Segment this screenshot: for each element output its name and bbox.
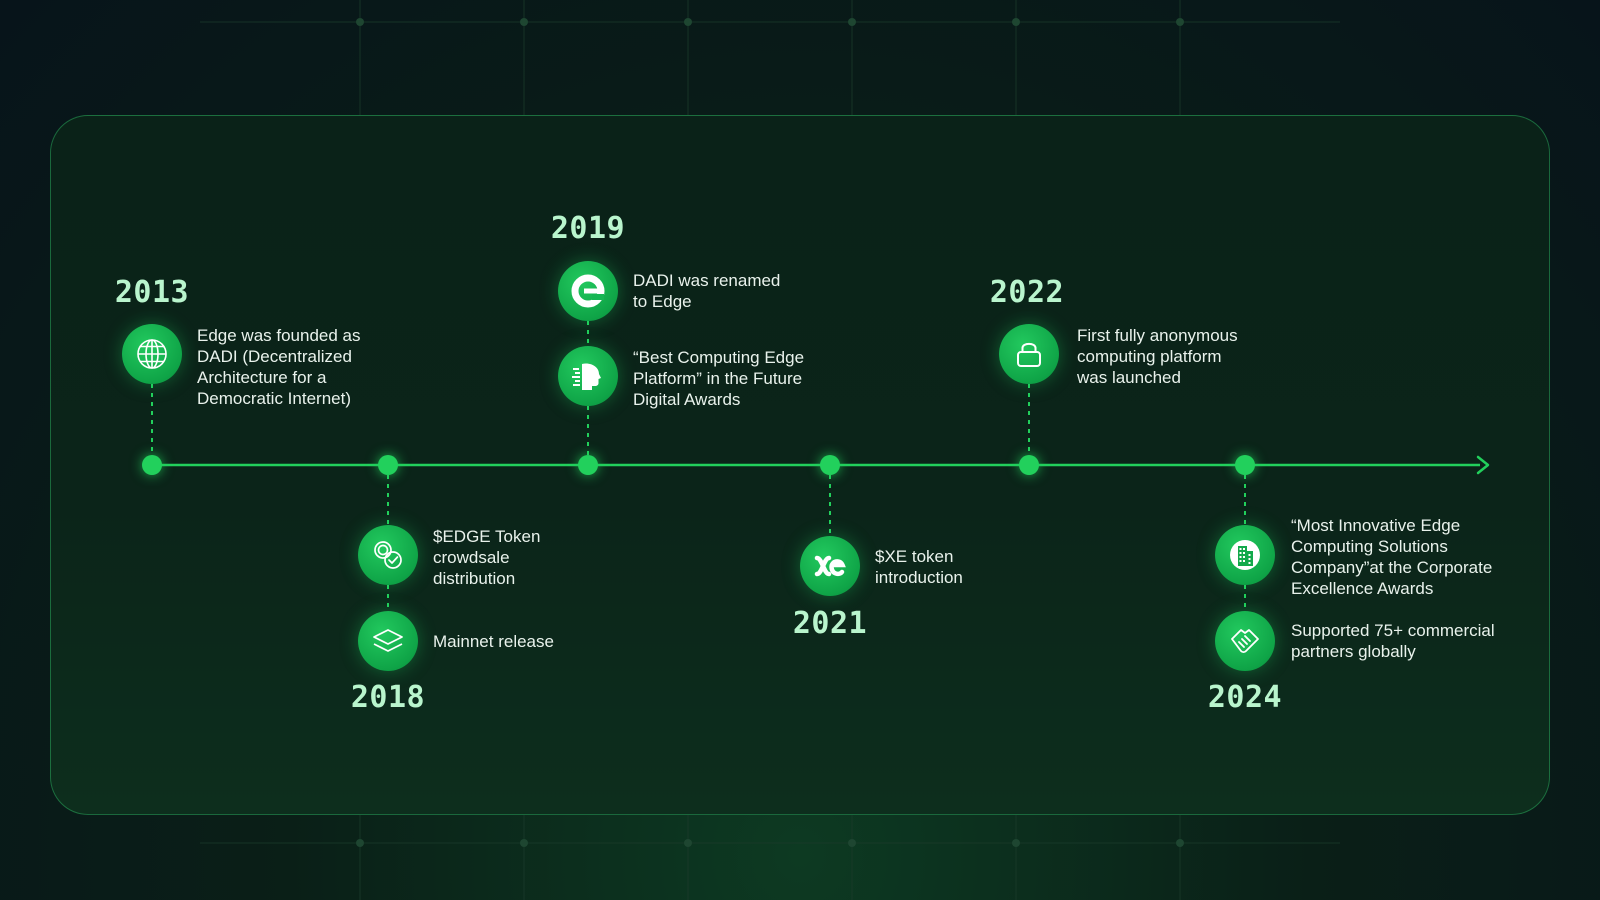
- ai-head-icon: [558, 346, 618, 406]
- year-label-2022: 2022: [989, 275, 1065, 310]
- layers-icon: [358, 611, 418, 671]
- milestone-text-2013: Edge was founded as DADI (Decentralized …: [197, 326, 361, 408]
- year-label-2013: 2013: [114, 275, 190, 310]
- xe-logo-icon: [800, 536, 860, 596]
- edge-logo-icon: [558, 261, 618, 321]
- milestone-text-2019-rename: DADI was renamed to Edge: [633, 271, 781, 311]
- coins-check-icon: [358, 525, 418, 585]
- year-label-2018: 2018: [350, 680, 426, 715]
- year-label-2024: 2024: [1207, 680, 1283, 715]
- handshake-icon: [1215, 611, 1275, 671]
- globe-icon: [122, 324, 182, 384]
- milestone-text-2024-award: “Most Innovative Edge Computing Solution…: [1291, 516, 1493, 598]
- year-label-2021: 2021: [792, 606, 868, 641]
- timeline-arrowhead: [1476, 455, 1490, 475]
- node-2024: [1235, 455, 1255, 475]
- lock-icon: [999, 324, 1059, 384]
- node-2013: [142, 455, 162, 475]
- building-icon: [1215, 525, 1275, 585]
- milestone-text-2018-token: $EDGE Token crowdsale distribution: [433, 527, 541, 588]
- year-label-2019: 2019: [550, 211, 626, 246]
- node-2021: [820, 455, 840, 475]
- node-2018: [378, 455, 398, 475]
- node-2022: [1019, 455, 1039, 475]
- milestone-text-2024-partners: Supported 75+ commercial partners global…: [1291, 621, 1495, 661]
- milestone-text-2019-award: “Best Computing Edge Platform” in the Fu…: [633, 348, 805, 409]
- milestone-text-2018-mainnet: Mainnet release: [433, 632, 554, 651]
- node-2019: [578, 455, 598, 475]
- milestone-text-2022: First fully anonymous computing platform…: [1077, 326, 1238, 387]
- milestone-text-2021: $XE token introduction: [875, 547, 963, 587]
